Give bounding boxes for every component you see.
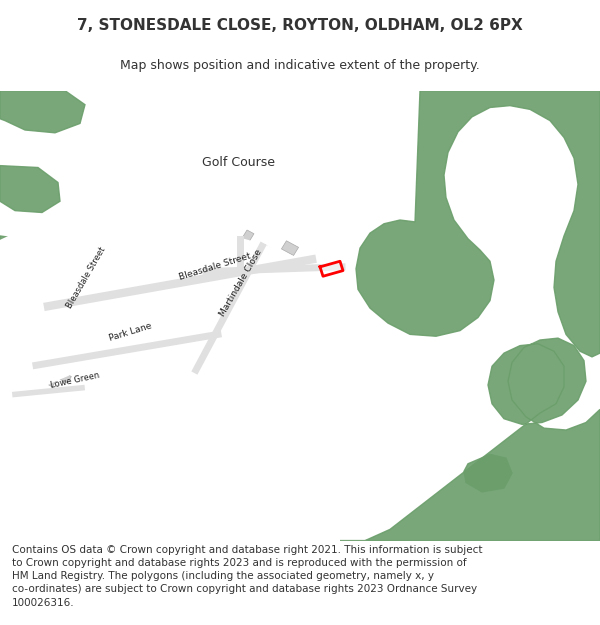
- Polygon shape: [464, 454, 512, 492]
- Bar: [108, 344, 122, 355]
- Text: Map shows position and indicative extent of the property.: Map shows position and indicative extent…: [120, 59, 480, 72]
- Bar: [293, 286, 307, 298]
- Polygon shape: [0, 236, 24, 259]
- Bar: [59, 372, 71, 383]
- Text: Contains OS data © Crown copyright and database right 2021. This information is : Contains OS data © Crown copyright and d…: [12, 545, 482, 608]
- Bar: [209, 278, 224, 291]
- Bar: [175, 288, 190, 301]
- Bar: [128, 340, 142, 351]
- Bar: [203, 253, 217, 266]
- Bar: [142, 252, 154, 263]
- Polygon shape: [320, 261, 343, 276]
- Bar: [127, 285, 143, 299]
- Bar: [259, 244, 277, 259]
- Bar: [78, 237, 92, 248]
- Bar: [140, 319, 155, 331]
- Bar: [29, 381, 41, 391]
- Text: Bleasdale Street: Bleasdale Street: [178, 252, 252, 282]
- Bar: [281, 241, 299, 256]
- Polygon shape: [0, 91, 85, 132]
- Bar: [91, 348, 105, 359]
- Bar: [152, 244, 164, 256]
- Bar: [158, 314, 172, 327]
- Bar: [112, 279, 128, 292]
- Bar: [222, 237, 234, 248]
- Bar: [193, 283, 208, 296]
- Bar: [73, 350, 87, 362]
- Bar: [105, 329, 119, 340]
- Bar: [193, 304, 208, 318]
- Bar: [158, 292, 172, 305]
- Bar: [168, 332, 182, 344]
- Bar: [82, 262, 98, 276]
- Text: Golf Course: Golf Course: [202, 156, 275, 169]
- Bar: [93, 235, 107, 246]
- Bar: [163, 262, 178, 275]
- Polygon shape: [340, 338, 600, 541]
- Polygon shape: [0, 218, 350, 409]
- Text: 7, STONESDALE CLOSE, ROYTON, OLDHAM, OL2 6PX: 7, STONESDALE CLOSE, ROYTON, OLDHAM, OL2…: [77, 18, 523, 33]
- Text: Park Lane: Park Lane: [108, 321, 153, 343]
- Text: Lowe Green: Lowe Green: [50, 371, 101, 390]
- Bar: [242, 230, 254, 242]
- Bar: [278, 291, 292, 302]
- Bar: [236, 249, 254, 264]
- Bar: [44, 376, 56, 387]
- Bar: [214, 254, 230, 269]
- Bar: [176, 309, 190, 322]
- Text: Martindale Close: Martindale Close: [218, 248, 264, 318]
- Bar: [182, 258, 197, 271]
- Bar: [148, 336, 162, 348]
- Bar: [88, 333, 102, 345]
- Bar: [85, 228, 99, 239]
- Bar: [122, 323, 137, 336]
- Bar: [308, 282, 322, 293]
- Bar: [245, 269, 259, 282]
- Bar: [263, 296, 277, 308]
- Text: Bleasdale Street: Bleasdale Street: [65, 246, 107, 310]
- Bar: [227, 274, 242, 286]
- Bar: [97, 271, 113, 285]
- Polygon shape: [0, 166, 60, 212]
- Polygon shape: [356, 91, 600, 357]
